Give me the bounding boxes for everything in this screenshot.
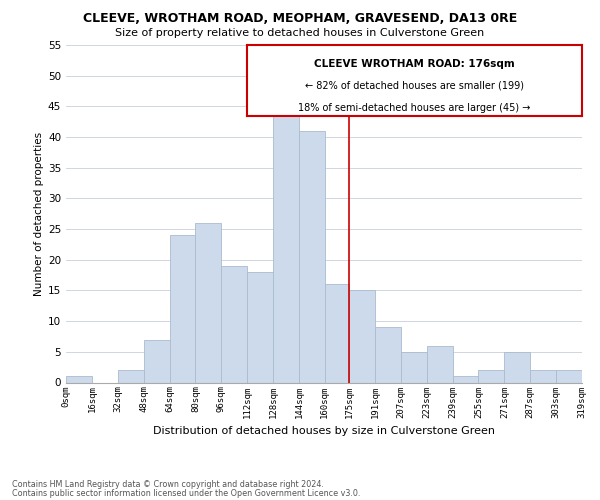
Bar — [66, 376, 92, 382]
Bar — [170, 235, 196, 382]
Bar — [478, 370, 505, 382]
Text: Contains public sector information licensed under the Open Government Licence v3: Contains public sector information licen… — [12, 489, 361, 498]
Text: Contains HM Land Registry data © Crown copyright and database right 2024.: Contains HM Land Registry data © Crown c… — [12, 480, 324, 489]
Bar — [325, 284, 349, 382]
Bar — [427, 346, 452, 383]
Bar — [273, 112, 299, 382]
Bar — [247, 272, 273, 382]
Text: CLEEVE, WROTHAM ROAD, MEOPHAM, GRAVESEND, DA13 0RE: CLEEVE, WROTHAM ROAD, MEOPHAM, GRAVESEND… — [83, 12, 517, 26]
Bar — [299, 131, 325, 382]
Bar — [401, 352, 427, 382]
Text: Size of property relative to detached houses in Culverstone Green: Size of property relative to detached ho… — [115, 28, 485, 38]
Bar — [196, 223, 221, 382]
Bar — [349, 290, 375, 382]
Text: 18% of semi-detached houses are larger (45) →: 18% of semi-detached houses are larger (… — [298, 103, 531, 113]
Bar — [556, 370, 582, 382]
Bar — [375, 328, 401, 382]
Bar — [143, 340, 170, 382]
Bar — [505, 352, 530, 382]
Bar — [530, 370, 556, 382]
Text: ← 82% of detached houses are smaller (199): ← 82% of detached houses are smaller (19… — [305, 80, 524, 90]
Text: CLEEVE WROTHAM ROAD: 176sqm: CLEEVE WROTHAM ROAD: 176sqm — [314, 59, 515, 69]
Bar — [221, 266, 247, 382]
Bar — [452, 376, 478, 382]
Bar — [118, 370, 143, 382]
Y-axis label: Number of detached properties: Number of detached properties — [34, 132, 44, 296]
X-axis label: Distribution of detached houses by size in Culverstone Green: Distribution of detached houses by size … — [153, 426, 495, 436]
